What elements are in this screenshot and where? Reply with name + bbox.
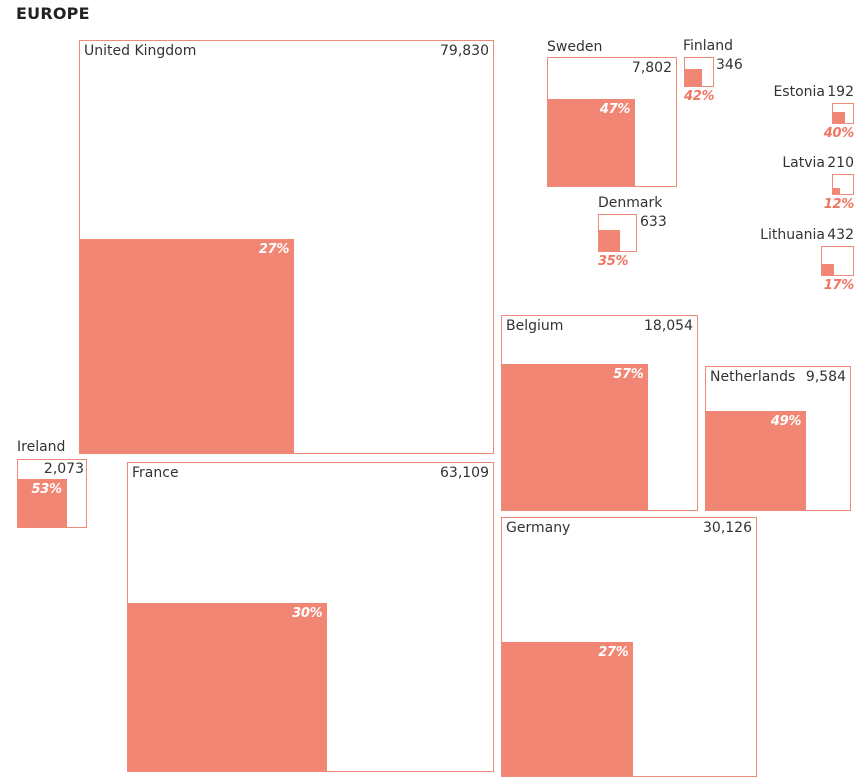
country-box-lithuania: [821, 246, 854, 276]
country-value-latvia: 210: [827, 155, 854, 171]
country-name-france: France: [132, 465, 179, 481]
country-name-germany: Germany: [506, 520, 571, 536]
country-box-france: 30%: [127, 462, 494, 772]
share-label-netherlands: 49%: [770, 413, 802, 429]
share-label-sweden: 47%: [599, 101, 631, 117]
country-box-belgium: 57%: [501, 315, 698, 511]
country-name-united-kingdom: United Kingdom: [84, 43, 197, 59]
country-box-sweden: 47%: [547, 57, 677, 187]
country-box-netherlands: 49%: [705, 366, 851, 511]
share-fill-latvia: [833, 187, 840, 194]
share-fill-germany: 27%: [502, 642, 634, 776]
country-name-belgium: Belgium: [506, 318, 564, 334]
country-name-estonia: Estonia: [773, 84, 825, 100]
country-name-netherlands: Netherlands: [710, 369, 796, 385]
share-fill-belgium: 57%: [502, 364, 649, 510]
country-value-estonia: 192: [827, 84, 854, 100]
country-name-denmark: Denmark: [598, 195, 663, 211]
chart-title: EUROPE: [16, 4, 90, 23]
share-fill-united-kingdom: 27%: [80, 239, 295, 453]
country-box-latvia: [832, 174, 854, 195]
share-label-ireland: 53%: [31, 481, 63, 497]
share-fill-ireland: 53%: [18, 478, 67, 527]
country-value-ireland: 2,073: [43, 461, 84, 477]
country-name-sweden: Sweden: [547, 39, 603, 55]
country-value-belgium: 18,054: [644, 318, 693, 334]
country-value-netherlands: 9,584: [805, 369, 846, 385]
share-fill-finland: [685, 68, 703, 86]
country-box-finland: [684, 57, 714, 87]
country-box-denmark: [598, 214, 637, 252]
country-box-ireland: 53%: [17, 459, 87, 528]
share-fill-lithuania: [822, 263, 835, 275]
country-value-lithuania: 432: [827, 227, 854, 243]
country-name-lithuania: Lithuania: [760, 227, 825, 243]
country-name-finland: Finland: [683, 38, 734, 54]
country-box-germany: 27%: [501, 517, 757, 777]
country-box-united-kingdom: 27%: [79, 40, 494, 454]
share-fill-estonia: [833, 111, 846, 123]
country-value-united-kingdom: 79,830: [440, 43, 489, 59]
country-value-finland: 346: [716, 57, 743, 73]
country-value-france: 63,109: [440, 465, 489, 481]
country-value-sweden: 7,802: [631, 60, 672, 76]
share-label-belgium: 57%: [613, 367, 644, 383]
country-value-denmark: 633: [640, 214, 667, 230]
share-label-france: 30%: [292, 605, 323, 621]
country-name-latvia: Latvia: [782, 155, 825, 171]
country-name-ireland: Ireland: [17, 439, 66, 455]
share-label-estonia: 40%: [823, 126, 855, 141]
share-label-finland: 42%: [684, 89, 715, 104]
share-fill-france: 30%: [128, 602, 328, 771]
share-label-united-kingdom: 27%: [258, 242, 290, 258]
share-label-denmark: 35%: [598, 254, 629, 269]
share-label-latvia: 12%: [823, 197, 855, 212]
share-label-germany: 27%: [598, 645, 629, 661]
share-fill-netherlands: 49%: [706, 410, 807, 510]
country-box-estonia: [832, 103, 854, 124]
share-label-lithuania: 17%: [823, 278, 855, 293]
share-fill-sweden: 47%: [548, 98, 636, 186]
share-fill-denmark: [599, 230, 621, 251]
country-value-germany: 30,126: [703, 520, 752, 536]
